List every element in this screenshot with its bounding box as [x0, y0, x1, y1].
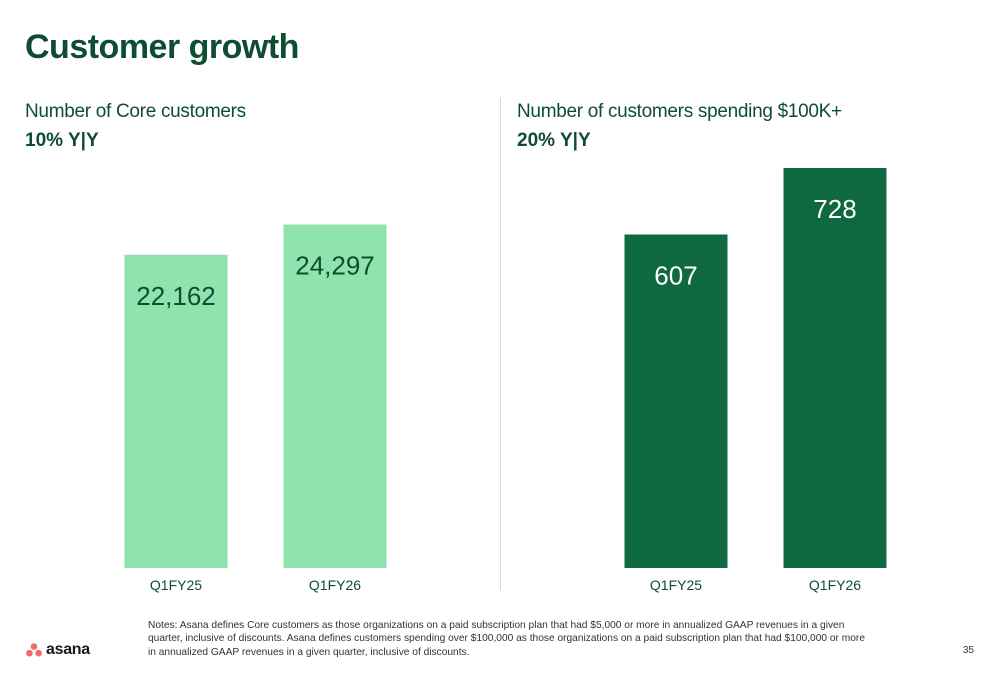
left-chart-title: Number of Core customers [25, 101, 246, 122]
bar-q1fy26 [783, 168, 887, 568]
x-tick-label: Q1FY25 [150, 577, 202, 593]
page-number: 35 [962, 645, 974, 656]
right-chart-title: Number of customers spending $100K+ [517, 101, 842, 122]
x-tick-label: Q1FY26 [309, 577, 361, 593]
data-label: 607 [654, 260, 697, 290]
asana-logo: asana [26, 641, 90, 659]
core-customers-chart: 22,162 Q1FY25 24,297 Q1FY26 [0, 160, 500, 600]
x-tick-label: Q1FY26 [809, 577, 861, 593]
bar-q1fy25 [624, 234, 728, 568]
x-tick-label: Q1FY25 [650, 577, 702, 593]
data-label: 728 [813, 194, 856, 224]
large-customers-svg: 607 Q1FY25 728 Q1FY26 [624, 168, 887, 593]
asana-dots-icon [26, 643, 42, 657]
core-customers-svg: 22,162 Q1FY25 24,297 Q1FY26 [124, 224, 387, 593]
panel-divider [500, 98, 501, 590]
data-label: 22,162 [136, 281, 216, 311]
logo-wordmark: asana [46, 641, 90, 658]
footnote: Notes: Asana defines Core customers as t… [148, 620, 865, 658]
left-chart-growth: 10% Y|Y [25, 130, 99, 151]
large-customers-chart: 607 Q1FY25 728 Q1FY26 [500, 160, 1000, 600]
bar-q1fy26 [283, 224, 387, 568]
page-title: Customer growth [25, 28, 299, 66]
bar-q1fy25 [124, 254, 228, 568]
right-chart-growth: 20% Y|Y [517, 130, 591, 151]
data-label: 24,297 [295, 251, 375, 281]
